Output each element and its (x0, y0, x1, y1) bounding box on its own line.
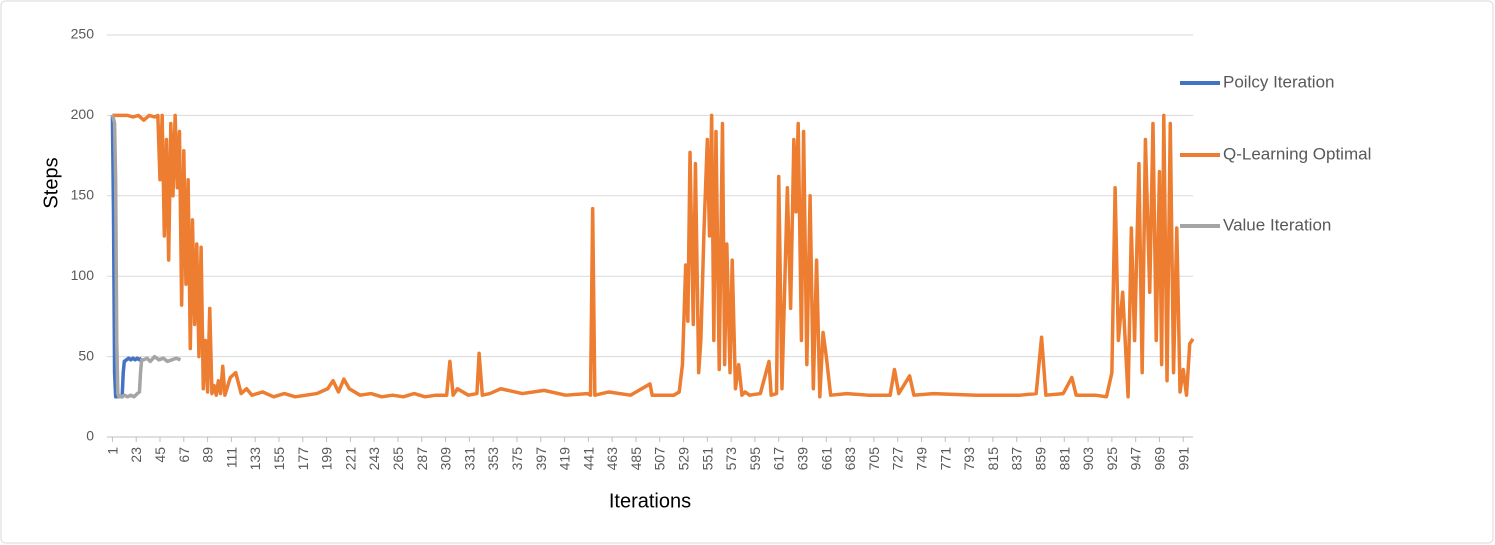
x-tick-label: 727 (890, 447, 906, 471)
x-tick-label: 947 (1128, 447, 1144, 471)
legend-text: Poilcy Iteration (1223, 72, 1335, 91)
x-tick-label: 111 (223, 447, 239, 468)
legend-text: Q-Learning Optimal (1223, 144, 1371, 163)
y-tick-label: 250 (71, 26, 95, 42)
x-tick-label: 881 (1056, 447, 1072, 471)
x-tick-label: 617 (771, 447, 787, 471)
x-tick-label: 287 (414, 447, 430, 471)
legend-text: Value Iteration (1223, 215, 1331, 234)
x-tick-label: 89 (200, 447, 216, 463)
x-tick-label: 23 (128, 447, 144, 463)
y-tick-label: 100 (71, 267, 95, 283)
x-tick-label: 67 (176, 447, 192, 463)
y-tick-label: 0 (86, 428, 94, 444)
x-tick-label: 639 (795, 447, 811, 471)
x-tick-label: 991 (1175, 447, 1191, 471)
x-tick-label: 441 (580, 447, 596, 471)
x-tick-label: 133 (247, 447, 263, 471)
x-tick-label: 177 (295, 447, 311, 471)
x-tick-label: 397 (533, 447, 549, 471)
x-tick-label: 749 (914, 447, 930, 471)
x-tick-label: 815 (985, 447, 1001, 471)
x-tick-label: 265 (390, 447, 406, 471)
x-tick-label: 837 (1009, 447, 1025, 471)
x-tick-label: 155 (271, 447, 287, 471)
x-tick-label: 485 (628, 447, 644, 471)
x-tick-label: 331 (461, 447, 477, 471)
x-tick-label: 771 (937, 447, 953, 471)
x-tick-label: 529 (676, 447, 692, 471)
x-tick-label: 683 (842, 447, 858, 471)
x-tick-label: 969 (1151, 447, 1167, 471)
y-axis-title: Steps (40, 157, 62, 208)
x-tick-label: 705 (866, 447, 882, 471)
x-tick-label: 1 (104, 447, 120, 455)
data-line (112, 113, 1195, 399)
y-tick-label: 150 (71, 187, 95, 203)
x-tick-label: 859 (1032, 447, 1048, 471)
x-tick-label: 551 (699, 447, 715, 471)
x-tick-label: 903 (1080, 447, 1096, 471)
x-tick-label: 419 (557, 447, 573, 471)
x-tick-label: 309 (438, 447, 454, 471)
x-tick-label: 199 (319, 447, 335, 471)
x-tick-label: 793 (961, 447, 977, 471)
x-tick-label: 243 (366, 447, 382, 471)
x-tick-label: 463 (604, 447, 620, 471)
x-tick-label: 45 (152, 447, 168, 463)
x-tick-label: 595 (747, 447, 763, 471)
x-tick-label: 353 (485, 447, 501, 471)
data-line (110, 114, 182, 399)
y-tick-label: 50 (78, 347, 94, 363)
x-tick-label: 375 (509, 447, 525, 471)
x-axis-title: Iterations (609, 490, 691, 512)
y-tick-label: 200 (71, 106, 95, 122)
x-tick-label: 573 (723, 447, 739, 471)
x-tick-label: 925 (1104, 447, 1120, 471)
x-tick-label: 661 (818, 447, 834, 471)
data-line (110, 115, 143, 399)
x-tick-label: 507 (652, 447, 668, 471)
x-tick-label: 221 (342, 447, 358, 471)
